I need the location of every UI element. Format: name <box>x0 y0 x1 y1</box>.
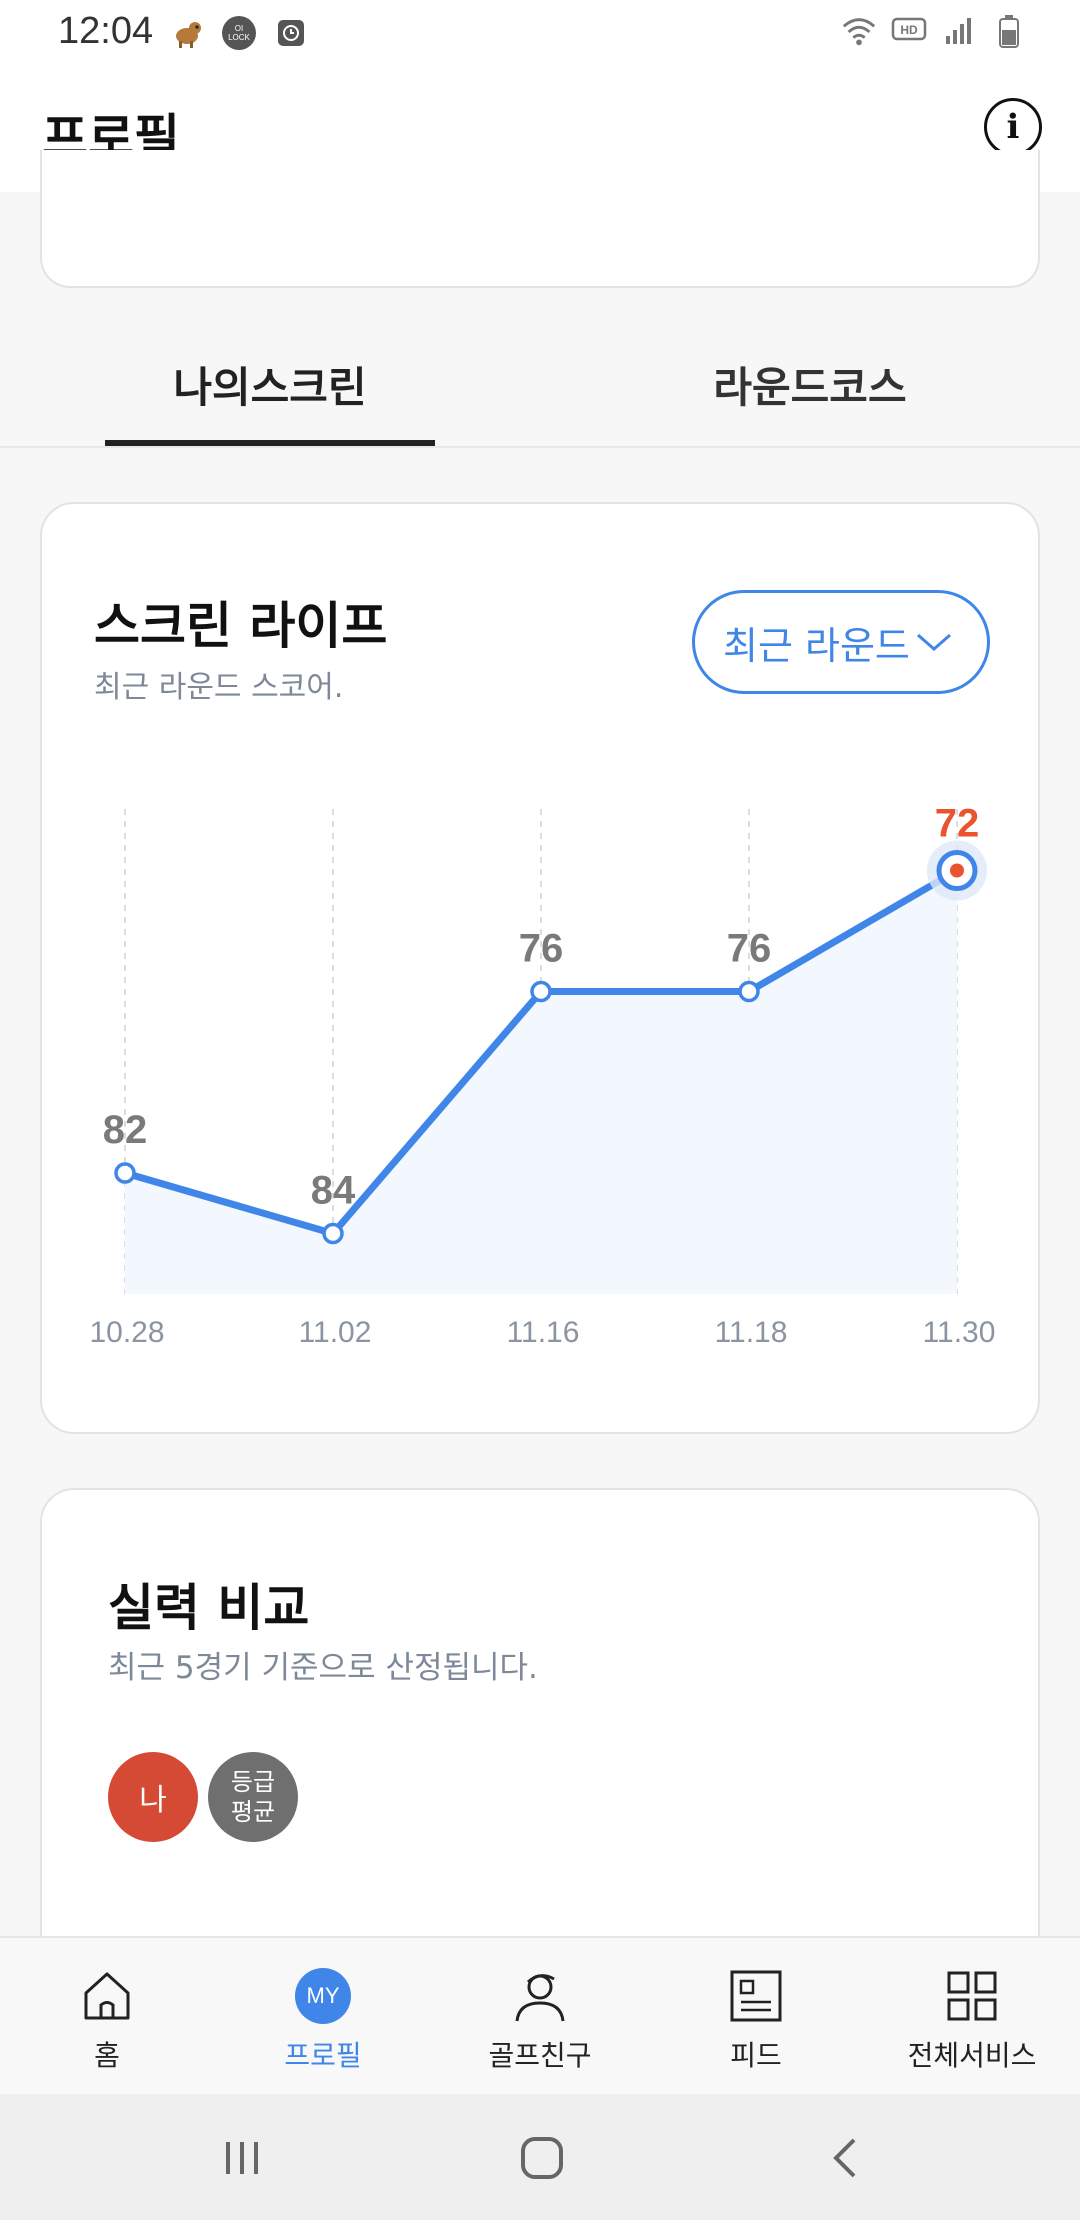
chart-data-label: 76 <box>519 927 564 971</box>
screen-life-card: 스크린 라이프 최근 라운드 스코어. 최근 라운드 82 84 76 76 72 10.… <box>40 502 1040 1434</box>
my-badge: MY <box>295 1968 351 2024</box>
chart-area <box>125 870 957 1294</box>
nav-feed-label: 피드 <box>730 2039 782 2072</box>
svg-text:LOCK: LOCK <box>228 33 250 42</box>
compare-subtitle: 최근 5경기 기준으로 산정됩니다. <box>108 1650 538 1686</box>
recent-apps-button[interactable] <box>212 2130 272 2186</box>
chart-point <box>738 980 760 1003</box>
chevron-down-icon <box>916 633 951 651</box>
chart-point <box>322 1222 344 1245</box>
svg-text:HD: HD <box>900 23 918 37</box>
legend-me-label: 나 <box>139 1783 167 1818</box>
back-icon <box>833 2138 856 2178</box>
wifi-icon <box>840 12 878 50</box>
round-filter-dropdown[interactable]: 최근 라운드 <box>692 590 990 694</box>
feed-icon <box>726 1966 786 2026</box>
chart-point <box>530 980 552 1003</box>
compare-title: 실력 비교 <box>108 1579 310 1637</box>
tab-active-indicator <box>105 440 435 446</box>
battery-icon <box>990 12 1028 50</box>
nav-home[interactable]: 홈 <box>7 1966 207 2074</box>
profile-summary-card <box>40 150 1040 288</box>
chart-data-label: 72 <box>935 802 980 846</box>
tab-my-screen[interactable]: 나의스크린 <box>173 363 367 412</box>
golfer-icon <box>510 1966 570 2026</box>
nav-golf-friends[interactable]: 골프친구 <box>440 1966 640 2074</box>
chart-point-highlight-dot <box>950 863 964 878</box>
status-bar: 12:04 OI LOCK HD <box>0 0 1080 66</box>
grid-icon <box>942 1966 1002 2026</box>
legend-me-badge[interactable]: 나 <box>108 1752 198 1842</box>
chart-data-label: 76 <box>727 927 772 971</box>
bottom-nav: 홈 MY 프로필 골프친구 피드 전체서비스 <box>0 1936 1080 2094</box>
status-icons-left: OI LOCK <box>168 14 310 52</box>
lock-app-icon: OI LOCK <box>220 14 258 52</box>
dog-app-icon <box>168 14 206 52</box>
legend-grade-avg-badge[interactable]: 등급 평균 <box>208 1752 298 1842</box>
home-system-icon <box>521 2137 563 2179</box>
status-icons-right: HD <box>840 12 1028 50</box>
nav-profile[interactable]: MY 프로필 <box>223 1966 423 2074</box>
chart-point <box>114 1162 136 1184</box>
nav-home-label: 홈 <box>94 2039 120 2072</box>
round-filter-label: 최근 라운드 <box>723 623 910 668</box>
nav-feed[interactable]: 피드 <box>656 1966 856 2074</box>
svg-text:OI: OI <box>235 24 243 33</box>
screen-life-subtitle: 최근 라운드 스코어. <box>94 670 344 705</box>
chart-x-tick-label: 10.28 <box>89 1316 164 1349</box>
nav-all-services-label: 전체서비스 <box>907 2039 1037 2072</box>
chart-data-label: 82 <box>103 1108 148 1152</box>
status-time: 12:04 <box>58 10 154 52</box>
legend-avg-line1: 등급 <box>230 1768 276 1796</box>
screen-life-title: 스크린 라이프 <box>94 597 388 655</box>
legend-avg-line2: 평균 <box>230 1798 276 1826</box>
score-line-chart: 82 84 76 76 72 10.28 11.02 11.16 11.18 11.30 <box>89 802 996 1350</box>
nav-profile-label: 프로필 <box>284 2039 362 2072</box>
info-button[interactable]: i <box>984 98 1042 156</box>
profile-tabs: 나의스크린 라운드코스 <box>0 318 1080 448</box>
hd-voice-icon: HD <box>890 12 928 50</box>
home-system-button[interactable] <box>512 2130 572 2186</box>
system-nav-bar <box>0 2094 1080 2220</box>
my-badge-icon: MY <box>293 1966 353 2026</box>
nav-all-services[interactable]: 전체서비스 <box>872 1966 1072 2074</box>
home-icon <box>77 1966 137 2026</box>
back-button[interactable] <box>816 2130 876 2186</box>
recent-apps-icon <box>226 2142 258 2174</box>
info-icon: i <box>1006 107 1020 147</box>
chart-x-tick-label: 11.30 <box>923 1316 996 1349</box>
chart-x-tick-label: 11.02 <box>299 1316 372 1349</box>
signal-icon <box>940 12 978 50</box>
chart-x-tick-label: 11.16 <box>507 1316 580 1349</box>
tab-round-course[interactable]: 라운드코스 <box>713 363 907 412</box>
chart-data-label: 84 <box>311 1169 356 1213</box>
nav-golf-friends-label: 골프친구 <box>488 2039 592 2072</box>
clock-app-icon <box>272 14 310 52</box>
chart-x-tick-label: 11.18 <box>715 1316 788 1349</box>
